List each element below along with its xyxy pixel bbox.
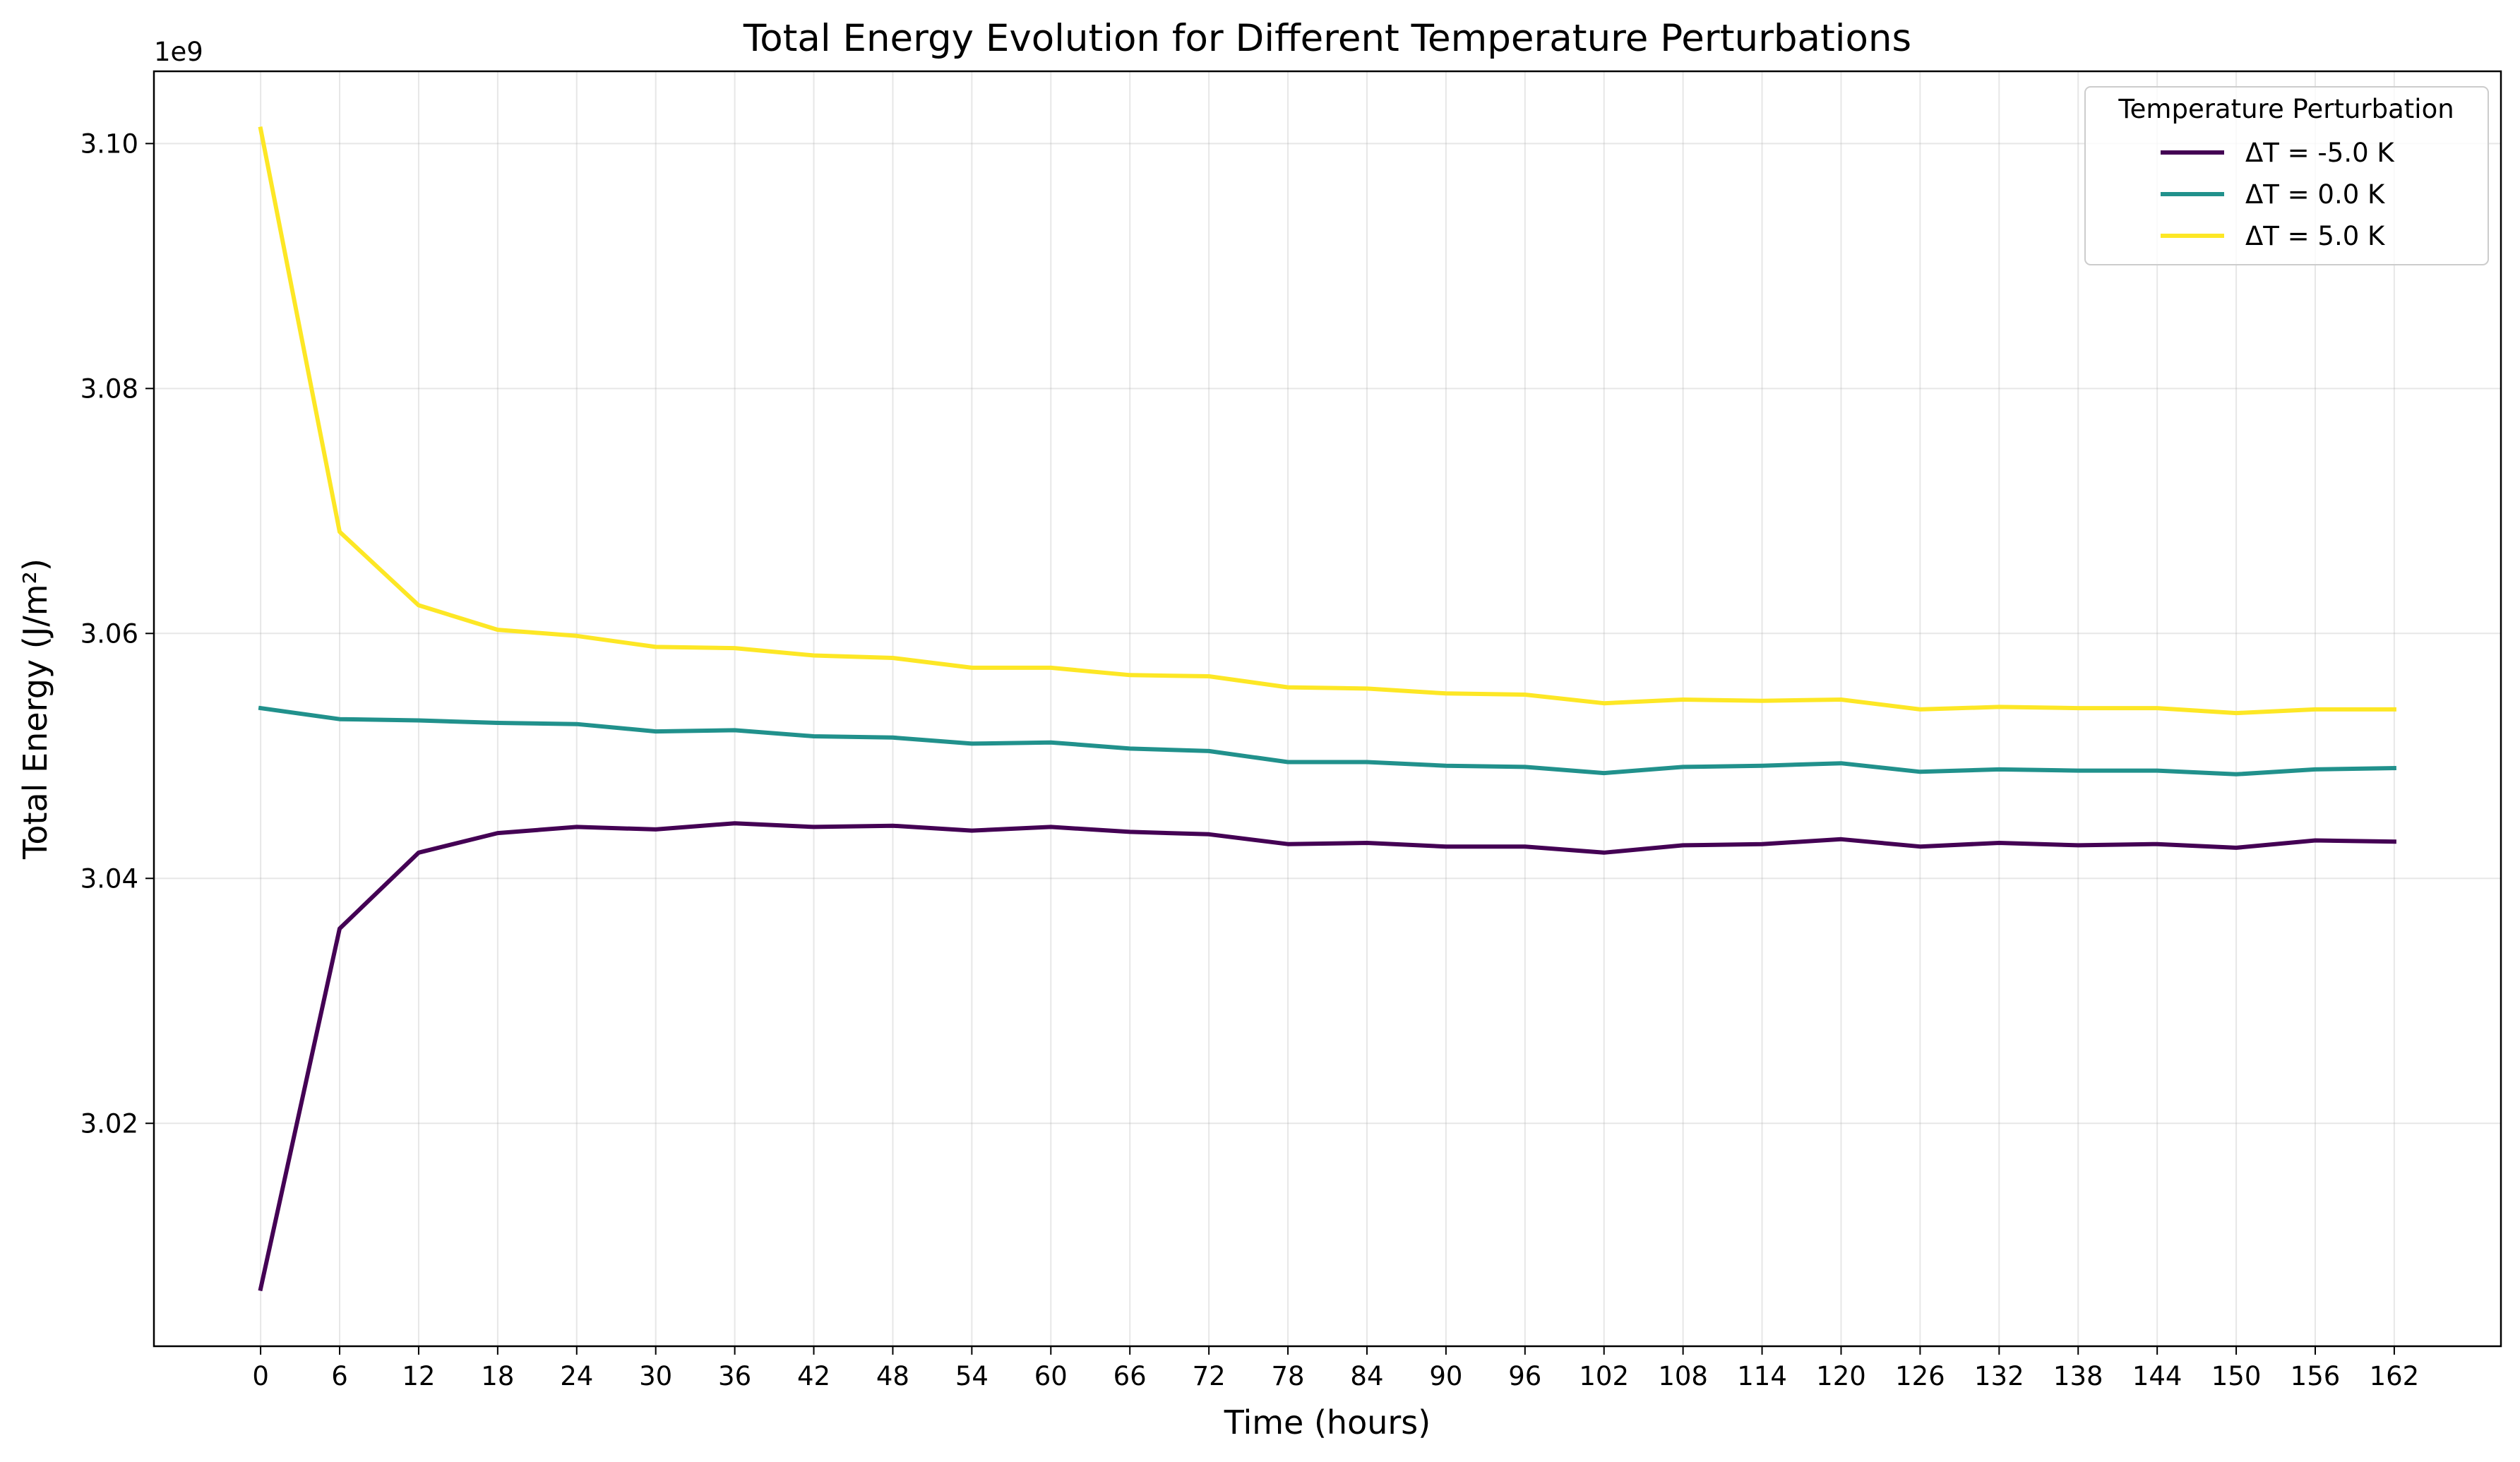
x-tick-label: 90 — [1429, 1361, 1462, 1391]
legend-title: Temperature Perturbation — [2118, 94, 2454, 124]
y-tick-label: 3.04 — [80, 863, 138, 894]
y-axis-multiplier: 1e9 — [154, 37, 203, 67]
legend-label-0: ΔT = -5.0 K — [2245, 138, 2395, 168]
x-tick-label: 18 — [481, 1361, 514, 1391]
x-tick-label: 162 — [2370, 1361, 2420, 1391]
x-tick-label: 126 — [1895, 1361, 1945, 1391]
x-tick-label: 138 — [2053, 1361, 2103, 1391]
x-axis-ticks: 0 6 12 18 24 30 36 42 48 54 60 66 72 78 84 90 96 102 108 11… — [252, 1346, 2419, 1391]
x-tick-label: 54 — [955, 1361, 989, 1391]
x-tick-label: 66 — [1113, 1361, 1147, 1391]
x-tick-label: 48 — [876, 1361, 909, 1391]
x-tick-label: 78 — [1271, 1361, 1304, 1391]
series-line-2 — [258, 126, 2396, 716]
y-tick-label: 3.08 — [80, 373, 138, 404]
x-tick-label: 36 — [718, 1361, 751, 1391]
legend-label-2: ΔT = 5.0 K — [2245, 221, 2386, 251]
x-tick-label: 42 — [797, 1361, 830, 1391]
x-tick-label: 156 — [2291, 1361, 2341, 1391]
x-tick-label: 6 — [331, 1361, 348, 1391]
y-tick-label: 3.06 — [80, 618, 138, 649]
x-tick-label: 30 — [639, 1361, 672, 1391]
legend: Temperature Perturbation ΔT = -5.0 K ΔT =… — [2084, 86, 2489, 265]
series-line-0 — [258, 821, 2396, 1292]
x-tick-label: 72 — [1193, 1361, 1226, 1391]
x-tick-label: 120 — [1816, 1361, 1866, 1391]
x-tick-label: 144 — [2132, 1361, 2182, 1391]
x-tick-label: 0 — [252, 1361, 269, 1391]
y-tick-label: 3.02 — [80, 1108, 138, 1139]
x-axis-label: Time (hours) — [1224, 1403, 1431, 1442]
plot-frame — [153, 70, 2502, 1348]
legend-box — [2084, 86, 2489, 265]
x-tick-label: 102 — [1579, 1361, 1629, 1391]
x-tick-label: 84 — [1350, 1361, 1383, 1391]
x-tick-label: 132 — [1974, 1361, 2024, 1391]
x-tick-label: 12 — [402, 1361, 435, 1391]
y-axis-ticks: 3.02 3.04 3.06 3.08 3.10 — [80, 128, 154, 1139]
x-tick-label: 60 — [1034, 1361, 1068, 1391]
series-lines — [258, 126, 2396, 1292]
series-line-1 — [258, 705, 2396, 777]
x-tick-label: 150 — [2211, 1361, 2262, 1391]
x-tick-label: 24 — [560, 1361, 593, 1391]
y-tick-label: 3.10 — [80, 128, 138, 159]
chart-title: Total Energy Evolution for Different Tem… — [743, 17, 1911, 60]
x-tick-label: 108 — [1658, 1361, 1708, 1391]
x-tick-label: 114 — [1737, 1361, 1787, 1391]
legend-label-1: ΔT = 0.0 K — [2245, 179, 2386, 210]
x-tick-label: 96 — [1508, 1361, 1541, 1391]
y-axis-label: Total Energy (J/m²) — [16, 558, 54, 860]
